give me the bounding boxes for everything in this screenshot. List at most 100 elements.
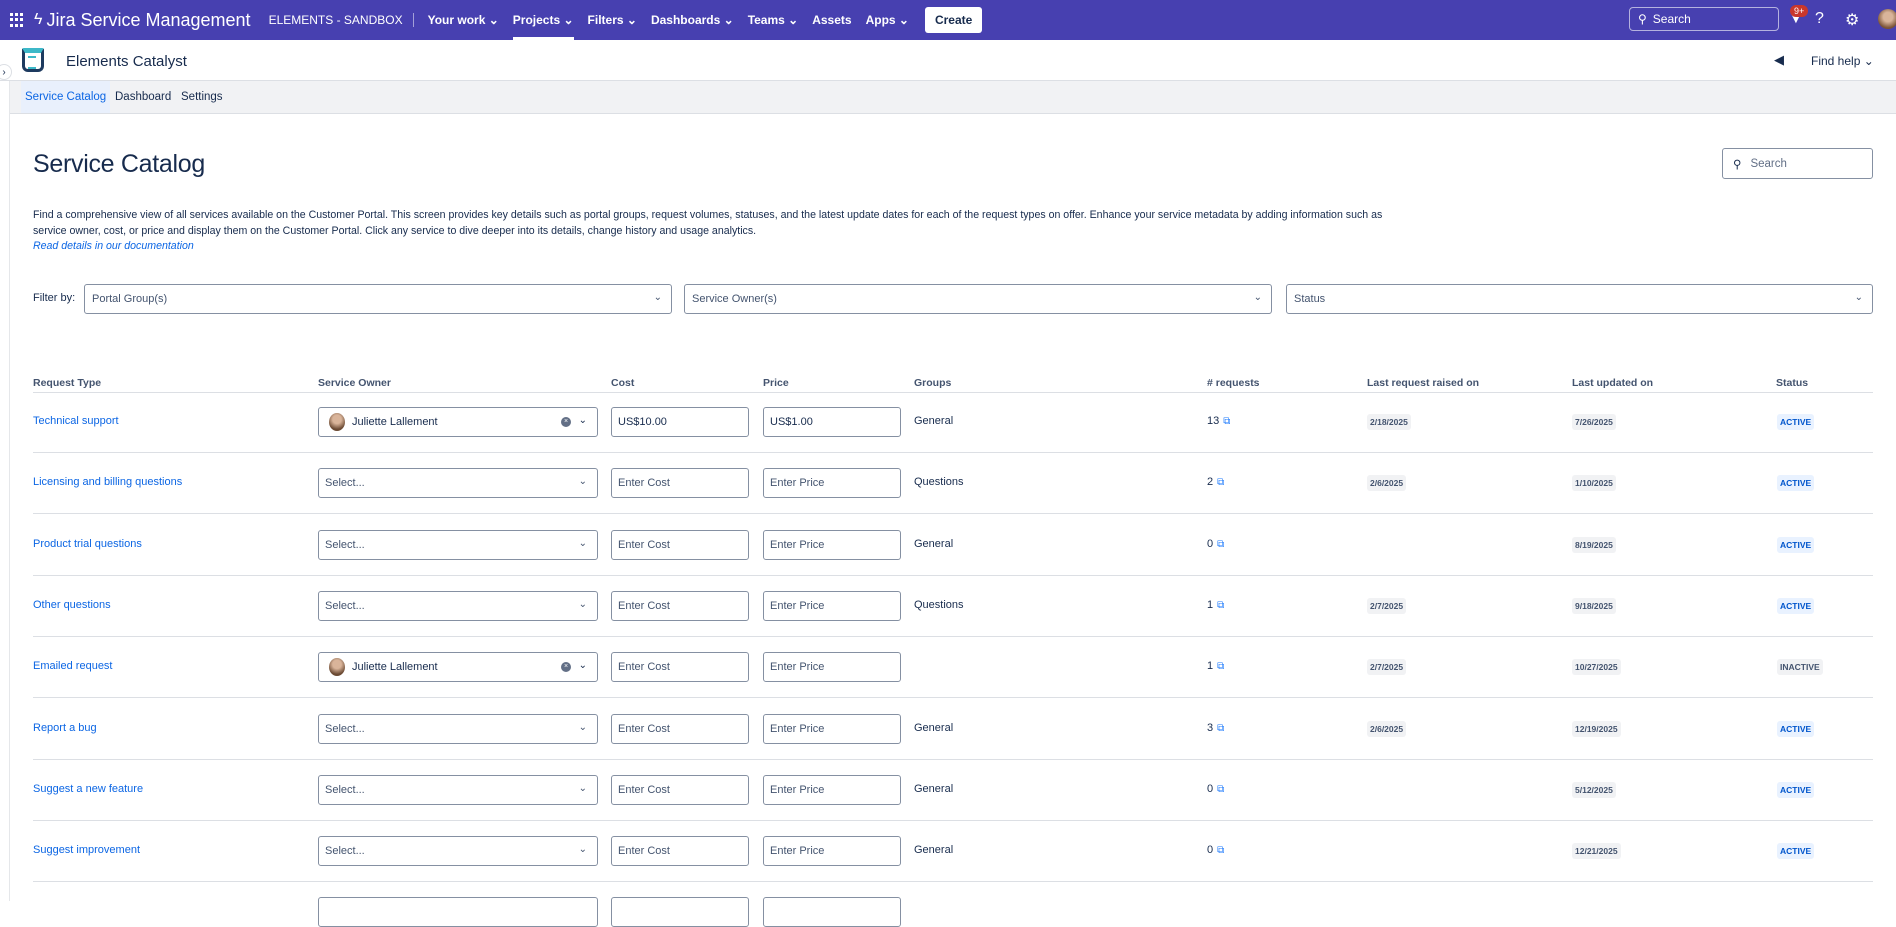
request-type-link[interactable]: Product trial questions: [33, 537, 142, 550]
price-input[interactable]: Enter Price: [763, 774, 901, 805]
external-link-icon[interactable]: ⧉: [1217, 845, 1225, 857]
partial-row-input[interactable]: [611, 897, 749, 927]
sidebar-expand-chevron-icon[interactable]: ›: [0, 64, 12, 80]
nav-apps[interactable]: Apps ⌄: [865, 13, 909, 27]
request-count[interactable]: 3 ⧉: [1207, 722, 1224, 734]
service-owner-filter[interactable]: Service Owner(s) ⌄: [684, 284, 1272, 314]
price-input[interactable]: Enter Price: [763, 529, 901, 560]
request-count-value: 1: [1207, 660, 1214, 673]
partial-row-input[interactable]: [763, 897, 901, 927]
megaphone-icon[interactable]: ◀: [1774, 52, 1784, 67]
header-request-type[interactable]: Request Type: [33, 377, 102, 389]
status-filter[interactable]: Status ⌄: [1286, 284, 1873, 314]
request-type-link[interactable]: Suggest improvement: [33, 844, 140, 857]
jira-bolt-icon: ϟ: [34, 11, 43, 28]
cost-placeholder: Enter Cost: [618, 599, 670, 612]
request-count[interactable]: 0 ⧉: [1207, 844, 1224, 856]
user-avatar[interactable]: [1878, 9, 1896, 29]
tab-service-catalog[interactable]: Service Catalog: [21, 81, 111, 113]
header-service-owner[interactable]: Service Owner: [318, 377, 391, 389]
cost-input[interactable]: Enter Cost: [611, 529, 749, 560]
header-last-updated[interactable]: Last updated on: [1572, 377, 1654, 389]
nav-your-work[interactable]: Your work ⌄: [427, 13, 499, 27]
header-status[interactable]: Status: [1776, 377, 1809, 389]
request-count[interactable]: 1 ⧉: [1207, 599, 1224, 611]
last-raised-date: 2/6/2025: [1367, 720, 1407, 737]
nav-dashboards[interactable]: Dashboards ⌄: [650, 13, 734, 27]
nav-filters[interactable]: Filters ⌄: [587, 13, 637, 27]
nav-projects[interactable]: Projects ⌄: [512, 0, 574, 40]
cost-input[interactable]: Enter Cost: [611, 590, 749, 621]
service-owner-select[interactable]: Select... ⌄: [318, 529, 598, 560]
external-link-icon[interactable]: ⧉: [1217, 661, 1225, 673]
service-owner-select[interactable]: Select... ⌄: [318, 713, 598, 744]
nav-assets[interactable]: Assets: [812, 13, 852, 27]
request-count[interactable]: 2 ⧉: [1207, 476, 1224, 488]
cost-input[interactable]: Enter Cost: [611, 774, 749, 805]
tab-dashboard[interactable]: Dashboard: [115, 91, 172, 103]
price-input[interactable]: US$1.00: [763, 407, 901, 437]
clear-icon[interactable]: ×: [561, 662, 571, 673]
tab-settings[interactable]: Settings: [181, 91, 223, 103]
request-count-value: 13: [1207, 415, 1220, 427]
header-cost[interactable]: Cost: [611, 377, 635, 389]
external-link-icon[interactable]: ⧉: [1217, 538, 1225, 550]
price-input[interactable]: Enter Price: [763, 468, 901, 499]
request-count[interactable]: 13 ⧉: [1207, 415, 1230, 427]
cost-input[interactable]: Enter Cost: [611, 836, 749, 867]
service-owner-select[interactable]: Juliette Lallement × ⌄: [318, 652, 598, 683]
service-owner-select[interactable]: Select... ⌄: [318, 468, 598, 499]
request-type-link[interactable]: Technical support: [33, 415, 119, 427]
partial-row-input[interactable]: [318, 897, 598, 927]
clear-icon[interactable]: ×: [561, 417, 571, 427]
external-link-icon[interactable]: ⧉: [1217, 477, 1225, 489]
price-input[interactable]: Enter Price: [763, 590, 901, 621]
status-placeholder: Status: [1294, 293, 1326, 305]
header-price[interactable]: Price: [763, 377, 789, 389]
global-search-input[interactable]: ⚲ Search: [1629, 7, 1779, 31]
portal-group-filter[interactable]: Portal Group(s) ⌄: [84, 284, 672, 314]
request-type-link[interactable]: Report a bug: [33, 721, 97, 734]
cost-input[interactable]: Enter Cost: [611, 713, 749, 744]
request-type-link[interactable]: Suggest a new feature: [33, 782, 144, 795]
cost-input[interactable]: Enter Cost: [611, 652, 749, 683]
documentation-link[interactable]: Read details in our documentation: [33, 240, 194, 252]
request-count[interactable]: 1 ⧉: [1207, 660, 1224, 672]
external-link-icon[interactable]: ⧉: [1217, 599, 1225, 611]
service-owner-select[interactable]: Select... ⌄: [318, 774, 598, 805]
app-switcher-icon[interactable]: [10, 13, 24, 27]
external-link-icon[interactable]: ⧉: [1217, 783, 1225, 795]
cost-placeholder: Enter Cost: [618, 538, 670, 551]
settings-gear-icon[interactable]: ⚙: [1845, 12, 1860, 29]
catalog-search-input[interactable]: ⚲ Search: [1722, 148, 1873, 179]
header-requests[interactable]: # requests: [1207, 377, 1260, 389]
create-button[interactable]: Create: [924, 7, 983, 33]
cost-input[interactable]: US$10.00: [611, 407, 749, 437]
request-count[interactable]: 0 ⧉: [1207, 783, 1224, 795]
left-rail: [0, 81, 10, 901]
price-input[interactable]: Enter Price: [763, 713, 901, 744]
cost-input[interactable]: Enter Cost: [611, 468, 749, 499]
header-groups[interactable]: Groups: [914, 377, 952, 389]
help-icon[interactable]: ?: [1815, 10, 1824, 27]
price-input[interactable]: Enter Price: [763, 652, 901, 683]
request-type-link[interactable]: Licensing and billing questions: [33, 476, 183, 489]
service-owner-select[interactable]: Select... ⌄: [318, 590, 598, 621]
request-count-value: 1: [1207, 598, 1214, 611]
external-link-icon[interactable]: ⧉: [1223, 416, 1231, 427]
external-link-icon[interactable]: ⧉: [1217, 722, 1225, 734]
row-divider: [33, 635, 1873, 637]
find-help-button[interactable]: Find help ⌄: [1811, 54, 1874, 68]
request-type-link[interactable]: Other questions: [33, 598, 111, 611]
request-count[interactable]: 0 ⧉: [1207, 538, 1224, 550]
price-input[interactable]: Enter Price: [763, 836, 901, 867]
service-owner-select[interactable]: Juliette Lallement × ⌄: [318, 407, 598, 437]
project-name[interactable]: ELEMENTS - SANDBOX: [269, 13, 414, 27]
nav-teams[interactable]: Teams ⌄: [747, 13, 799, 27]
jira-logo[interactable]: ϟ Jira Service Management: [34, 10, 251, 31]
header-last-raised[interactable]: Last request raised on: [1367, 377, 1480, 389]
request-type-link[interactable]: Emailed request: [33, 660, 113, 673]
elements-catalyst-logo-icon: [22, 48, 44, 72]
service-owner-select[interactable]: Select... ⌄: [318, 836, 598, 867]
row-divider: [33, 574, 1873, 576]
